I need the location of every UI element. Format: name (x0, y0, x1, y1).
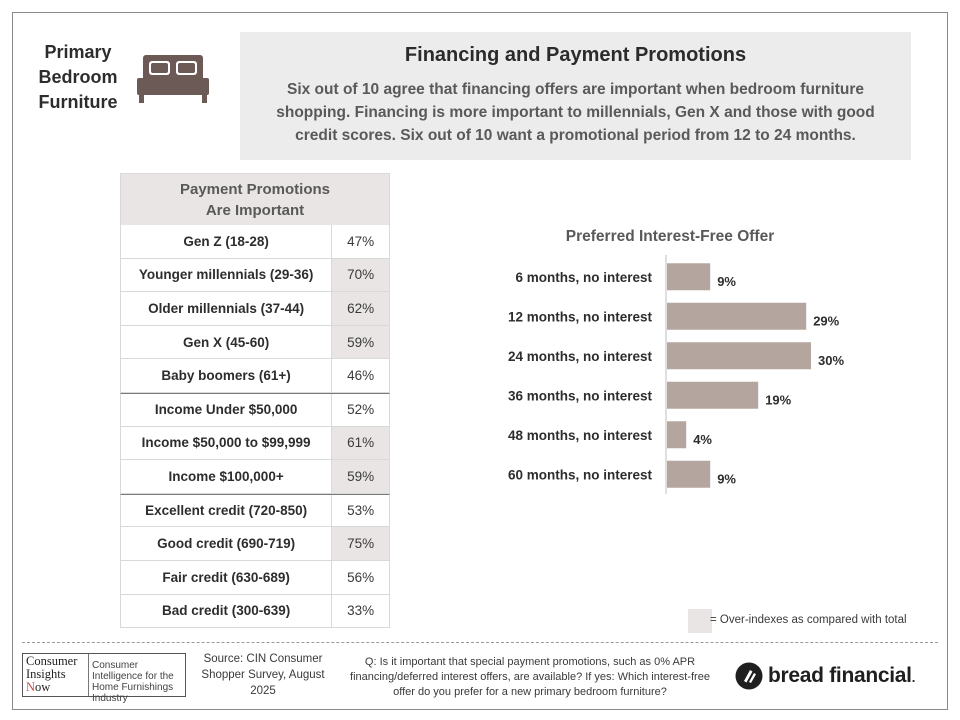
page-title: Financing and Payment Promotions (404, 44, 747, 66)
value-label: 4% (693, 432, 712, 447)
table-row: Gen X (45-60) 59% (120, 325, 390, 360)
category-title: Primary Bedroom Furniture (30, 40, 126, 115)
row-label: Younger millennials (29-36) (121, 258, 333, 292)
category-label: 12 months, no interest (508, 309, 653, 324)
row-value: 61% (332, 426, 389, 460)
row-label: Bad credit (300-639) (121, 594, 333, 628)
cin-logo: Consumer Insights Now Consumer Intellige… (22, 653, 186, 704)
row-label: Income $50,000 to $99,999 (121, 426, 333, 460)
row-label: Income $100,000+ (121, 460, 333, 493)
chart-title: Preferred Interest-Free Offer (565, 228, 775, 245)
table-row: Younger millennials (29-36) 70% (120, 258, 390, 293)
bed-icon (137, 55, 209, 103)
row-label: Income Under $50,000 (121, 393, 333, 426)
table-row: Bad credit (300-639) 33% (120, 594, 390, 629)
bar (667, 421, 687, 449)
bar (667, 342, 811, 370)
row-value: 59% (332, 460, 389, 493)
row-value: 53% (347, 503, 375, 519)
row-value: 46% (347, 368, 375, 384)
row-label: Excellent credit (720-850) (121, 494, 333, 527)
table-body: Gen Z (18-28) 47% Younger millennials (29-… (120, 225, 390, 629)
brand-name: bread financial. (768, 664, 915, 688)
header-description: Six out of 10 agree that financing offer… (276, 81, 875, 144)
row-value: 47% (347, 233, 375, 249)
value-label: 30% (818, 353, 844, 368)
row-value: 33% (347, 603, 375, 619)
interest-free-offer-chart: 6 months, no interest 9% 12 months, no int… (508, 255, 844, 494)
table-row: Gen Z (18-28) 47% (120, 225, 390, 259)
cin-logo-line-2: Insights (26, 667, 66, 681)
table-row: Income $50,000 to $99,999 61% (120, 426, 390, 461)
bread-mark-icon (735, 662, 763, 690)
table-row: Baby boomers (61+) 46% (120, 359, 390, 393)
category-label: 60 months, no interest (508, 467, 653, 482)
cin-logo-wordmark: Consumer Insights Now (23, 654, 89, 696)
category-label: 36 months, no interest (508, 388, 653, 403)
bar (667, 263, 711, 291)
value-label: 29% (813, 313, 839, 328)
cin-logo-tagline: Consumer Intelligence for the Home Furni… (92, 660, 174, 704)
table-row: Good credit (690-719) 75% (120, 527, 390, 561)
row-label: Older millennials (37-44) (121, 292, 333, 325)
category-line-3: Furniture (38, 92, 118, 112)
row-value: 56% (347, 569, 375, 585)
bread-financial-logo: bread financial. (735, 662, 915, 690)
row-label: Fair credit (630-689) (121, 560, 333, 594)
bar (667, 302, 807, 330)
table-row: Excellent credit (720-850) 53% (120, 493, 390, 528)
header-panel: Financing and Payment Promotions Six out… (240, 32, 911, 160)
row-value: 59% (332, 325, 389, 359)
value-label: 9% (717, 274, 736, 289)
cin-logo-line-3: Now (26, 681, 88, 694)
row-value: 75% (332, 527, 389, 560)
table-row: Fair credit (630-689) 56% (120, 560, 390, 595)
cin-logo-line-1: Consumer (26, 654, 78, 668)
source-note: Source: CIN Consumer Shopper Survey, Aug… (201, 653, 325, 697)
legend-swatch (688, 609, 712, 633)
category-label: 48 months, no interest (508, 428, 653, 443)
survey-question: Q: Is it important that special payment … (350, 656, 710, 698)
brand-name-text: bread financial (768, 664, 912, 687)
bar (667, 460, 711, 488)
value-label: 19% (765, 392, 791, 407)
row-label: Gen X (45-60) (121, 325, 333, 359)
row-label: Gen Z (18-28) (121, 225, 333, 258)
legend-text: = Over-indexes as compared with total (710, 614, 907, 626)
category-label: 24 months, no interest (508, 349, 653, 364)
table-title: Payment Promotions Are Important (120, 173, 390, 225)
slide-frame (12, 12, 948, 710)
row-label: Good credit (690-719) (121, 527, 333, 560)
row-value: 70% (332, 258, 389, 292)
category-label: 6 months, no interest (515, 270, 652, 285)
row-value: 62% (332, 292, 389, 325)
table-title-line-2: Are Important (205, 201, 305, 219)
payment-promotions-table: Payment Promotions Are Important Gen Z (… (120, 173, 390, 629)
brand-mark: . (911, 670, 916, 685)
cin-logo-initial: N (26, 680, 36, 694)
category-line-1: Primary (44, 42, 112, 62)
cin-logo-line-3-rest: ow (35, 680, 51, 694)
table-row: Income Under $50,000 52% (120, 392, 390, 427)
row-label: Baby boomers (61+) (121, 359, 333, 392)
bar (667, 381, 759, 409)
value-label: 9% (717, 471, 736, 486)
table-row: Income $100,000+ 59% (120, 460, 390, 494)
table-row: Older millennials (37-44) 62% (120, 292, 390, 326)
table-title-line-1: Payment Promotions (179, 180, 331, 198)
category-line-2: Bedroom (38, 67, 118, 87)
footer-divider (22, 642, 938, 643)
row-value: 52% (347, 402, 375, 418)
